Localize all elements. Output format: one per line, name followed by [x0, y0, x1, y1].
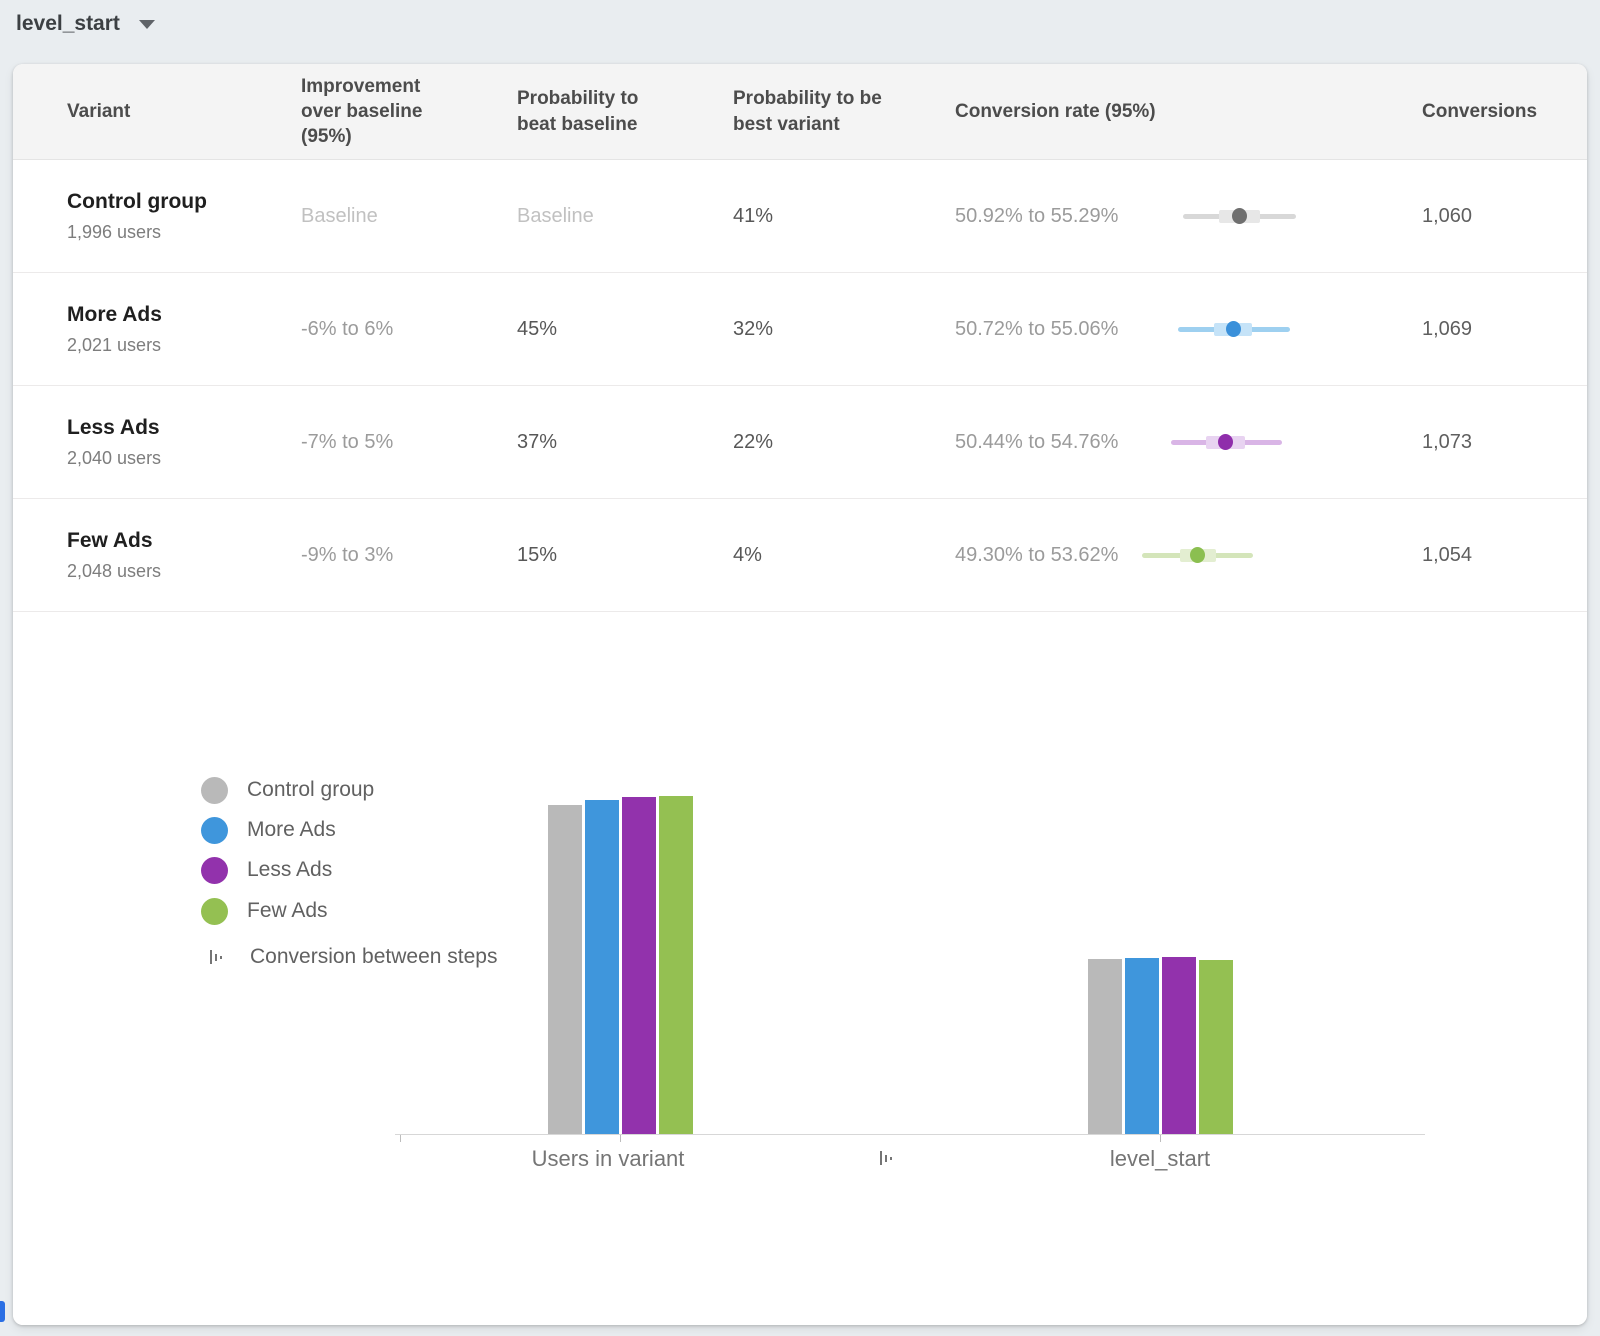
variant-cell: Control group 1,996 users — [67, 189, 301, 243]
experiment-results-card: Variant Improvement over baseline (95%) … — [13, 64, 1587, 1325]
interval-dot — [1217, 434, 1233, 450]
improvement-value: Baseline — [301, 204, 378, 227]
conversion-rate-range: 49.30% to 53.62% — [955, 543, 1119, 566]
axis-tick — [620, 1135, 621, 1142]
interval-dot — [1232, 208, 1247, 224]
bar-control-group — [548, 805, 582, 1134]
table-body: Control group 1,996 users Baseline Baseline… — [13, 160, 1587, 612]
table-row: Less Ads 2,040 users -7% to 5% 37% 22% 50.44%… — [13, 386, 1587, 499]
conversion-rate-cell: 50.92% to 55.29% — [955, 160, 1422, 272]
prob-best-variant-value: 22% — [733, 430, 774, 453]
legend-label: Few Ads — [247, 899, 328, 922]
legend-label: Control group — [247, 778, 375, 801]
prob-beat-baseline-value: 37% — [517, 430, 558, 453]
chart-x-axis — [395, 1134, 1425, 1135]
improvement-value: -9% to 3% — [301, 543, 394, 566]
legend-label: Conversion between steps — [250, 945, 498, 968]
conversion-rate-cell: 49.30% to 53.62% — [955, 499, 1422, 611]
column-header-conversions: Conversions — [1422, 100, 1538, 122]
scrollbar-fragment[interactable] — [0, 1301, 5, 1322]
legend-label: More Ads — [247, 818, 336, 841]
variant-name: Few Ads — [67, 528, 153, 552]
axis-tick — [1160, 1135, 1161, 1142]
legend-label: Less Ads — [247, 858, 333, 881]
variant-name: More Ads — [67, 302, 162, 326]
variant-users: 2,048 users — [67, 561, 162, 582]
bar-control-group — [1088, 959, 1122, 1134]
variant-users: 2,021 users — [67, 335, 162, 356]
table-row: Few Ads 2,048 users -9% to 3% 15% 4% 49.30% t… — [13, 499, 1587, 612]
prob-beat-baseline-value: 45% — [517, 317, 558, 340]
conversions-value: 1,060 — [1422, 204, 1473, 227]
variant-cell: Few Ads 2,048 users — [67, 528, 301, 582]
legend-swatch — [201, 897, 228, 925]
bar-less-ads — [622, 797, 656, 1134]
conversions-value: 1,069 — [1422, 317, 1473, 340]
bar-more-ads — [1125, 958, 1159, 1134]
column-header-variant: Variant — [67, 100, 131, 122]
category-label-users-in-variant: Users in variant — [531, 1146, 685, 1171]
bar-few-ads — [1199, 960, 1233, 1134]
variant-users: 1,996 users — [67, 222, 162, 243]
conversion-rate-range: 50.92% to 55.29% — [955, 204, 1119, 227]
conversion-rate-cell: 50.72% to 55.06% — [955, 273, 1422, 385]
improvement-value: -6% to 6% — [301, 317, 394, 340]
bar-less-ads — [1162, 957, 1196, 1134]
legend-item: More Ads — [201, 810, 336, 850]
metric-dropdown-label: level_start — [16, 12, 120, 35]
conversions-value: 1,073 — [1422, 430, 1473, 453]
axis-tick — [400, 1135, 401, 1142]
funnel-chart: Control group More Ads Less Ads Few Ads Conv… — [13, 612, 1587, 1325]
column-header-prob-best-variant: Probability to be best variant — [733, 88, 882, 135]
legend-item: Less Ads — [201, 850, 332, 890]
bar-few-ads — [659, 796, 693, 1134]
prob-best-variant-value: 4% — [733, 543, 762, 566]
chevron-down-icon — [138, 19, 155, 29]
prob-best-variant-value: 41% — [733, 204, 774, 227]
table-row: More Ads 2,021 users -6% to 6% 45% 32% 50.72%… — [13, 273, 1587, 386]
column-header-improvement: Improvement over baseline (95%) — [301, 75, 423, 148]
table-header: Variant Improvement over baseline (95%) … — [13, 64, 1587, 160]
category-label-level-start: level_start — [1109, 1146, 1211, 1171]
column-header-conversion-rate: Conversion rate (95%) — [955, 100, 1156, 122]
variant-cell: Less Ads 2,040 users — [67, 415, 301, 469]
confidence-interval-viz — [1129, 320, 1317, 338]
conversion-rate-range: 50.72% to 55.06% — [955, 317, 1119, 340]
conversion-rate-cell: 50.44% to 54.76% — [955, 386, 1422, 498]
prob-beat-baseline-value: Baseline — [517, 204, 594, 227]
conversion-rate-range: 50.44% to 54.76% — [955, 430, 1119, 453]
variant-users: 2,040 users — [67, 448, 162, 469]
metric-dropdown[interactable]: level_start — [16, 8, 155, 40]
legend-item-conversion-between-steps: Conversion between steps — [210, 937, 497, 977]
conversions-value: 1,054 — [1422, 543, 1473, 566]
variant-name: Control group — [67, 189, 207, 213]
legend-swatch — [201, 816, 228, 844]
confidence-interval-viz — [1129, 546, 1317, 564]
conversion-between-steps-icon — [210, 949, 224, 965]
interval-dot — [1225, 321, 1241, 337]
legend-item: Few Ads — [201, 891, 328, 931]
variant-cell: More Ads 2,021 users — [67, 302, 301, 356]
legend-swatch — [201, 856, 228, 884]
variant-name: Less Ads — [67, 415, 160, 439]
prob-beat-baseline-value: 15% — [517, 543, 558, 566]
interval-dot — [1189, 547, 1205, 563]
improvement-value: -7% to 5% — [301, 430, 394, 453]
confidence-interval-viz — [1129, 433, 1317, 451]
legend-item: Control group — [201, 770, 374, 810]
table-row: Control group 1,996 users Baseline Baseline… — [13, 160, 1587, 273]
column-header-prob-beat-baseline: Probability to beat baseline — [517, 88, 639, 135]
confidence-interval-viz — [1129, 207, 1317, 225]
prob-best-variant-value: 32% — [733, 317, 774, 340]
legend-swatch — [201, 776, 228, 804]
bar-more-ads — [585, 800, 619, 1134]
